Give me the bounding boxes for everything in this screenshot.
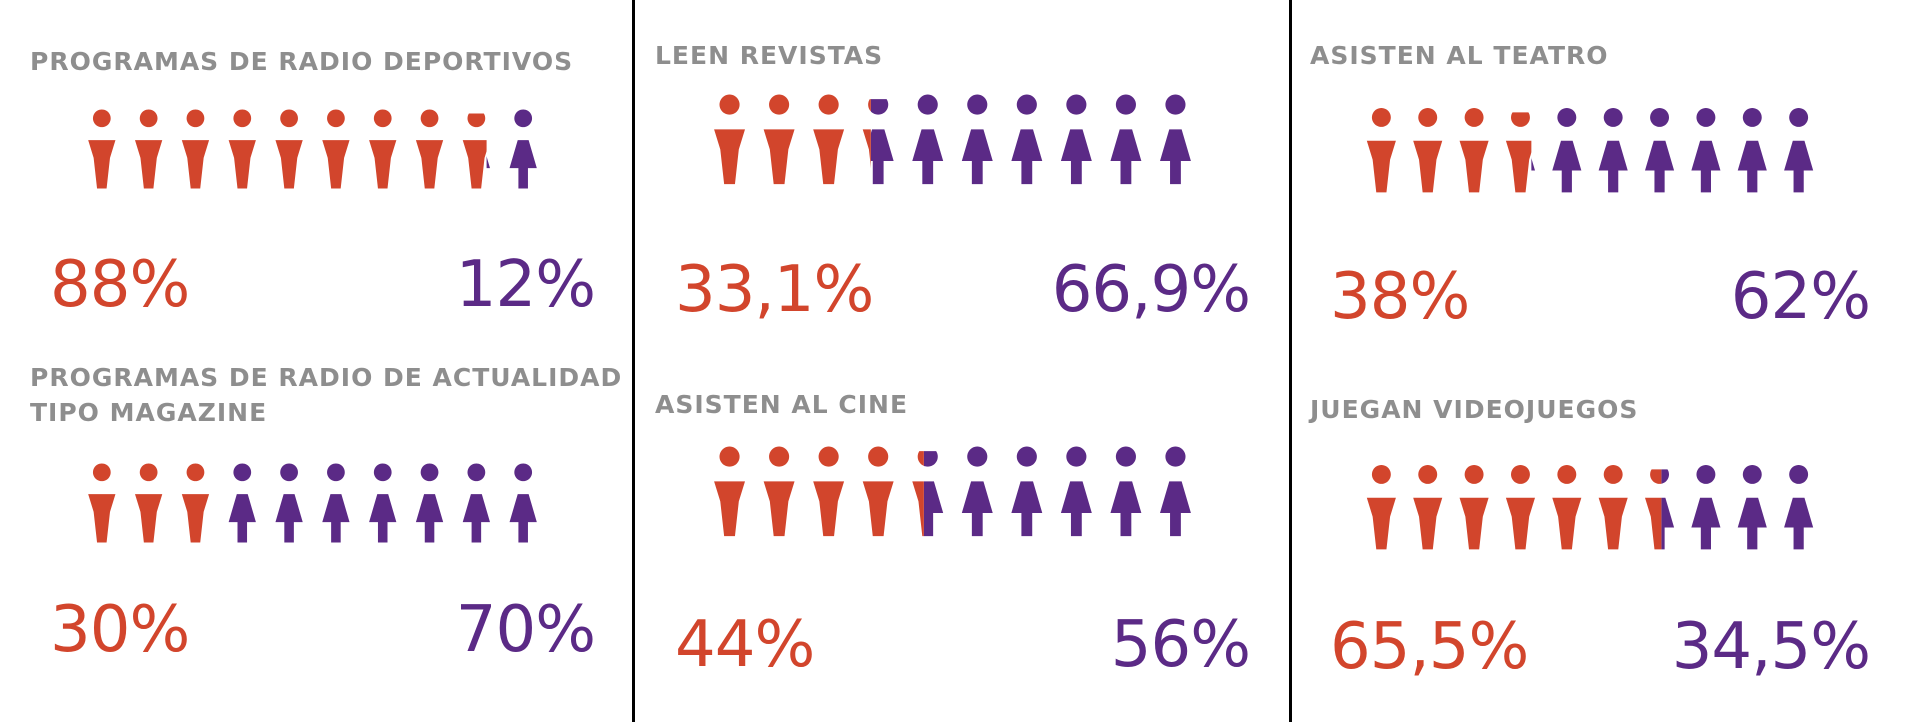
man-figure-icon xyxy=(1366,465,1396,550)
man-figure-icon xyxy=(228,109,256,189)
men-percentage-label: 30% xyxy=(50,593,190,667)
woman-figure-icon xyxy=(1060,94,1092,185)
panel-title-line: PROGRAMAS DE RADIO DEPORTIVOS xyxy=(30,47,574,76)
woman-figure-icon xyxy=(961,446,993,537)
man-figure-icon xyxy=(862,446,894,537)
panel-title: JUEGAN VIDEOJUEGOS xyxy=(1310,392,1638,427)
man-figure-icon xyxy=(1413,465,1443,550)
woman-figure-icon xyxy=(1691,465,1721,550)
panel-title: PROGRAMAS DE RADIO DE ACTUALIDAD TIPO MAG… xyxy=(30,360,622,430)
woman-figure-icon xyxy=(1784,465,1814,550)
women-percentage-label: 56% xyxy=(1110,608,1251,682)
woman-figure-icon xyxy=(1110,446,1142,537)
woman-figure-icon xyxy=(1691,108,1721,193)
icon-row xyxy=(1366,465,1814,550)
man-figure-icon xyxy=(813,446,845,537)
women-percentage-label: 66,9% xyxy=(1051,253,1251,327)
icon-row xyxy=(1366,108,1814,193)
man-figure-icon xyxy=(322,109,350,189)
woman-figure-icon xyxy=(1552,108,1582,193)
man-figure-icon xyxy=(88,109,116,189)
man-figure-icon xyxy=(714,446,745,537)
woman-figure-icon xyxy=(228,463,256,543)
panel-title: PROGRAMAS DE RADIO DEPORTIVOS xyxy=(30,44,573,79)
man-figure-icon xyxy=(135,463,163,543)
men-percentage-label: 33,1% xyxy=(675,253,874,327)
man-figure-icon xyxy=(181,109,210,189)
woman-figure-icon xyxy=(1011,94,1043,185)
split-figure-icon xyxy=(462,113,490,189)
panel-title: LEEN REVISTAS xyxy=(655,38,883,73)
woman-figure-icon xyxy=(415,463,444,543)
man-figure-icon xyxy=(1552,465,1582,550)
man-figure-icon xyxy=(1598,465,1628,550)
man-figure-icon xyxy=(1413,108,1443,193)
split-figure-icon xyxy=(1505,112,1535,193)
men-percentage-label: 65,5% xyxy=(1330,610,1529,684)
woman-figure-icon xyxy=(1784,108,1814,193)
woman-figure-icon xyxy=(961,94,993,185)
panel-title-line: TIPO MAGAZINE xyxy=(30,398,268,427)
woman-figure-icon xyxy=(912,94,944,185)
split-figure-icon xyxy=(912,451,944,537)
woman-figure-icon xyxy=(509,463,537,543)
woman-figure-icon xyxy=(1645,108,1675,193)
man-figure-icon xyxy=(275,109,303,189)
man-figure-icon xyxy=(415,109,444,189)
panel-title-line: ASISTEN AL TEATRO xyxy=(1310,41,1609,70)
icon-row xyxy=(88,109,537,189)
women-percentage-label: 70% xyxy=(455,593,596,667)
woman-figure-icon xyxy=(322,463,350,543)
split-figure-icon xyxy=(862,99,894,185)
icon-row xyxy=(714,446,1191,537)
column-divider-left xyxy=(632,0,635,722)
woman-figure-icon xyxy=(1011,446,1043,537)
men-percentage-label: 38% xyxy=(1330,260,1470,334)
panel-title-line: ASISTEN AL CINE xyxy=(655,390,909,419)
panel-title: ASISTEN AL CINE xyxy=(655,387,908,422)
woman-figure-icon xyxy=(509,109,537,189)
panel-title-line: LEEN REVISTAS xyxy=(655,41,884,70)
woman-figure-icon xyxy=(1160,94,1191,185)
man-figure-icon xyxy=(714,94,745,185)
woman-figure-icon xyxy=(1737,108,1767,193)
men-percentage-label: 88% xyxy=(50,248,190,322)
split-figure-icon xyxy=(1645,469,1675,550)
women-percentage-label: 62% xyxy=(1730,260,1871,334)
man-figure-icon xyxy=(1505,465,1535,550)
panel-title-line: JUEGAN VIDEOJUEGOS xyxy=(1310,395,1639,424)
man-figure-icon xyxy=(1459,465,1489,550)
panel-title: ASISTEN AL TEATRO xyxy=(1310,38,1609,73)
man-figure-icon xyxy=(1366,108,1396,193)
man-figure-icon xyxy=(369,109,397,189)
man-figure-icon xyxy=(1459,108,1489,193)
women-percentage-label: 12% xyxy=(455,248,596,322)
man-figure-icon xyxy=(763,94,795,185)
man-figure-icon xyxy=(135,109,163,189)
woman-figure-icon xyxy=(1160,446,1191,537)
woman-figure-icon xyxy=(1110,94,1142,185)
icon-row xyxy=(88,463,537,543)
woman-figure-icon xyxy=(1598,108,1628,193)
woman-figure-icon xyxy=(275,463,303,543)
man-figure-icon xyxy=(181,463,210,543)
woman-figure-icon xyxy=(1737,465,1767,550)
man-figure-icon xyxy=(88,463,116,543)
woman-figure-icon xyxy=(369,463,397,543)
panel-title-line: PROGRAMAS DE RADIO DE ACTUALIDAD xyxy=(30,363,623,392)
man-figure-icon xyxy=(813,94,845,185)
woman-figure-icon xyxy=(1060,446,1092,537)
men-percentage-label: 44% xyxy=(675,608,815,682)
icon-row xyxy=(714,94,1191,185)
man-figure-icon xyxy=(763,446,795,537)
woman-figure-icon xyxy=(462,463,490,543)
column-divider-right xyxy=(1289,0,1292,722)
women-percentage-label: 34,5% xyxy=(1671,610,1871,684)
